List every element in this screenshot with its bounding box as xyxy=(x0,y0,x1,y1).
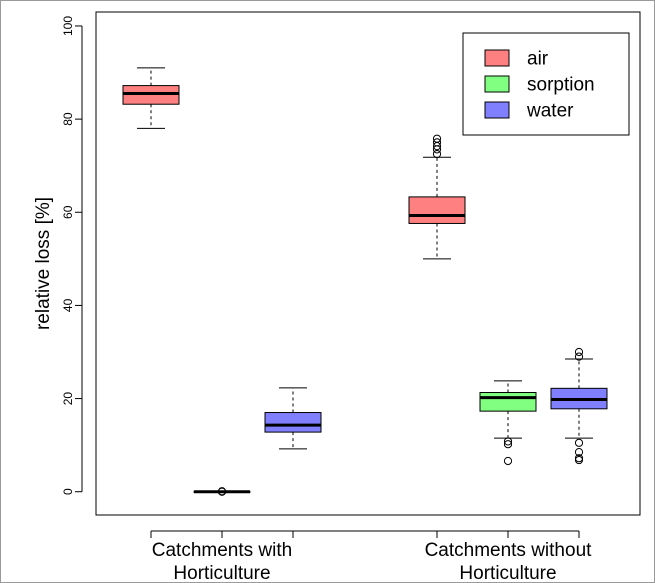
legend: air sorption water xyxy=(462,32,630,136)
legend-label: sorption xyxy=(527,75,595,96)
y-tick-label: 0 xyxy=(61,488,75,495)
legend-swatch xyxy=(484,101,510,119)
legend-swatch xyxy=(484,49,510,67)
legend-swatch xyxy=(484,75,510,93)
outlier-point xyxy=(574,448,584,457)
outlier-point xyxy=(432,138,442,147)
outlier-point xyxy=(503,456,513,466)
outlier-point xyxy=(503,440,513,449)
y-tick-label: 20 xyxy=(61,392,75,406)
outlier-point xyxy=(432,149,442,159)
y-axis-title: relative loss [%] xyxy=(33,197,54,330)
y-tick-label: 60 xyxy=(61,205,75,219)
outlier-point xyxy=(574,352,584,361)
y-tick-label: 100 xyxy=(61,16,75,36)
box-sorption xyxy=(479,380,537,466)
y-tick-label: 40 xyxy=(61,298,75,312)
outlier-point xyxy=(217,487,227,496)
plot-area xyxy=(95,11,641,516)
outlier-point xyxy=(432,134,442,143)
legend-label: water xyxy=(526,101,574,122)
box-water xyxy=(550,347,608,465)
category-label: Catchments with Horticulture xyxy=(152,540,292,583)
category-label: Catchments without Horticulture xyxy=(425,540,593,583)
y-axis: 0 20 40 60 80 100 xyxy=(61,16,83,495)
box-sorption xyxy=(193,487,251,496)
box-body xyxy=(479,392,537,412)
outlier-point xyxy=(574,438,584,447)
box-air xyxy=(122,67,180,129)
outlier-point xyxy=(574,347,584,357)
y-tick-label: 80 xyxy=(61,112,75,126)
box-air xyxy=(408,134,466,260)
outlier-point xyxy=(503,437,513,446)
legend-entry-air: air xyxy=(484,49,549,70)
outlier-point xyxy=(574,455,584,465)
box-body xyxy=(408,196,466,224)
x-axis: Catchments with Horticulture Catchments wi… xyxy=(150,530,593,583)
boxes xyxy=(122,67,608,496)
box-water xyxy=(264,387,322,450)
box-body xyxy=(264,412,322,433)
legend-entry-sorption: sorption xyxy=(484,75,595,96)
legend-label: air xyxy=(527,49,549,70)
legend-entry-water: water xyxy=(484,101,574,122)
